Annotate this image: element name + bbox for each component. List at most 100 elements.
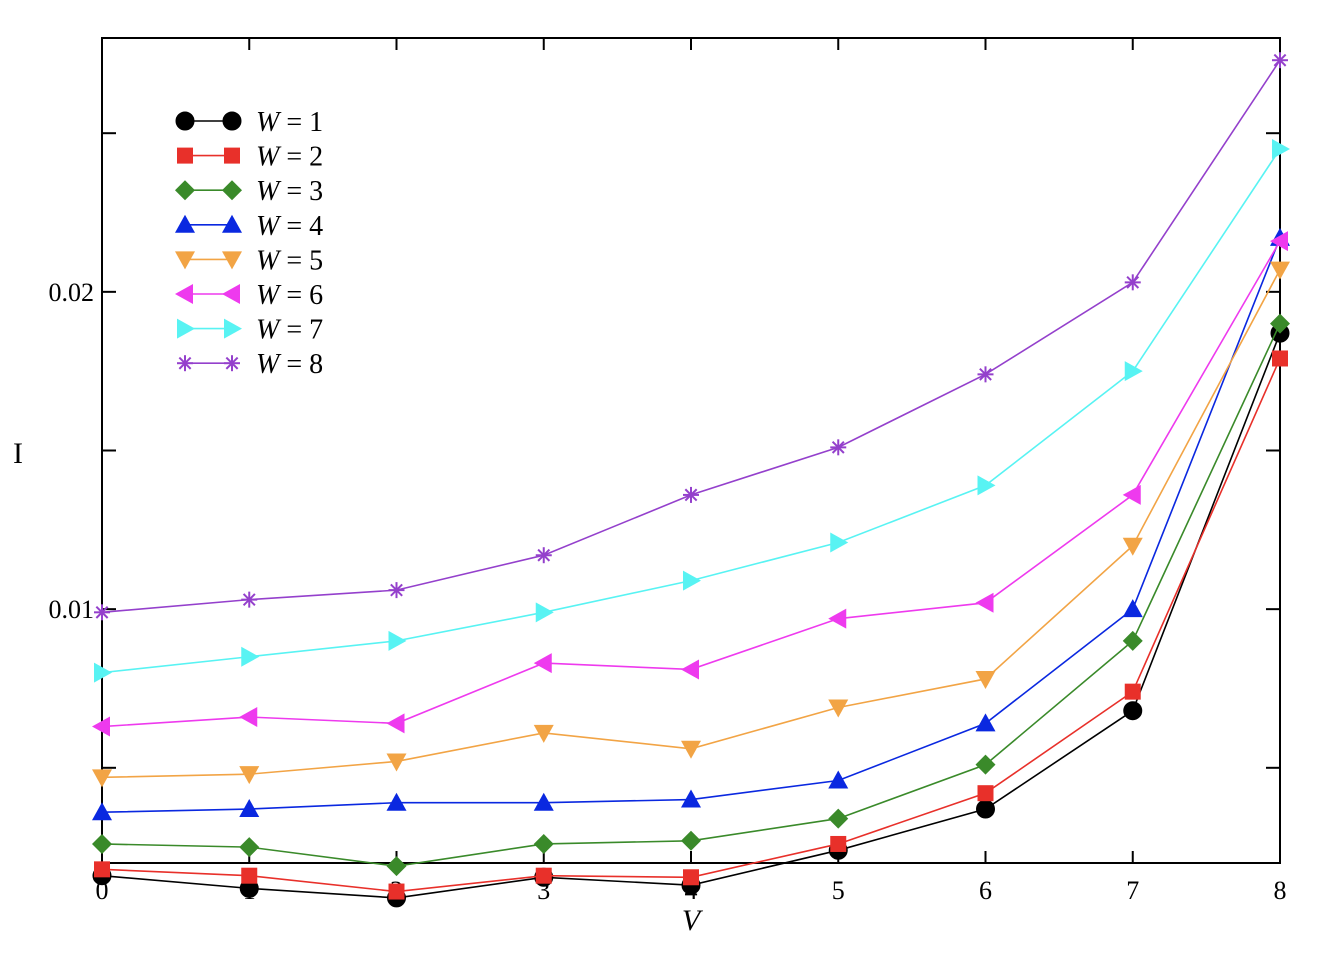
legend-label: W = 2 xyxy=(256,142,323,173)
data-point xyxy=(533,792,554,811)
series-line xyxy=(101,332,1281,899)
data-point xyxy=(388,883,405,900)
data-point xyxy=(386,713,405,734)
axis-ticks: 0123456780.010.02 xyxy=(49,38,1287,905)
data-point xyxy=(683,869,699,886)
legend-item: W = 4 xyxy=(175,211,323,242)
data-point xyxy=(1272,350,1288,367)
data-point xyxy=(1122,599,1143,618)
series-2 xyxy=(94,350,1288,900)
series-line xyxy=(101,323,1281,867)
data-point xyxy=(175,180,195,201)
data-point xyxy=(683,486,699,503)
data-point xyxy=(681,740,701,759)
data-point xyxy=(977,366,994,383)
data-point xyxy=(224,147,240,164)
data-point xyxy=(222,284,240,304)
legend-item: W = 3 xyxy=(175,176,323,207)
data-point xyxy=(1124,274,1141,291)
data-point xyxy=(386,753,407,772)
data-point xyxy=(224,355,240,372)
series-3 xyxy=(92,313,1290,877)
x-tick-label: 5 xyxy=(832,876,845,905)
legend-item: W = 5 xyxy=(175,245,323,276)
data-point xyxy=(222,111,242,131)
data-point xyxy=(1272,52,1288,69)
legend-label: W = 1 xyxy=(256,107,323,138)
legend-label: W = 6 xyxy=(256,280,323,311)
data-point xyxy=(1272,139,1290,160)
data-point xyxy=(92,716,110,737)
data-point xyxy=(94,604,110,621)
data-point xyxy=(241,867,258,884)
data-point xyxy=(92,833,112,854)
legend: W = 1 W = 2W = 3 W = 4W = 5 W = 6 W = 7W = 8 xyxy=(175,107,323,380)
legend-item: W = 2 xyxy=(177,142,323,173)
data-point xyxy=(1270,313,1290,334)
data-point xyxy=(177,318,195,339)
legend-label: W = 5 xyxy=(256,245,323,276)
data-point xyxy=(1270,231,1288,252)
data-point xyxy=(976,799,995,819)
data-point xyxy=(533,653,552,674)
data-point xyxy=(975,754,996,775)
y-tick-label: 0.01 xyxy=(49,595,95,624)
data-point xyxy=(977,785,994,802)
data-point xyxy=(94,662,112,683)
series-8 xyxy=(94,52,1288,621)
data-point xyxy=(828,699,849,718)
data-point xyxy=(239,799,260,818)
data-point xyxy=(239,766,260,785)
data-point xyxy=(681,789,701,808)
legend-item: W = 6 xyxy=(175,280,323,311)
legend-label: W = 8 xyxy=(256,349,323,380)
data-point xyxy=(830,532,849,553)
data-point xyxy=(681,830,701,851)
data-point xyxy=(388,582,405,599)
data-point xyxy=(975,670,996,689)
data-point xyxy=(222,251,242,270)
data-point xyxy=(239,837,260,858)
data-point xyxy=(1122,630,1143,651)
data-point xyxy=(388,630,407,651)
data-point xyxy=(535,547,552,564)
data-point xyxy=(92,802,112,821)
data-point xyxy=(386,792,407,811)
data-point xyxy=(239,707,258,728)
data-point xyxy=(977,475,996,496)
x-tick-label: 7 xyxy=(1126,876,1139,905)
data-point xyxy=(222,214,242,233)
data-point xyxy=(1122,537,1143,556)
data-point xyxy=(1123,701,1143,721)
data-point xyxy=(681,659,699,680)
legend-label: W = 3 xyxy=(256,176,323,207)
series-5 xyxy=(92,261,1290,788)
data-point xyxy=(683,570,701,591)
data-point xyxy=(177,355,193,372)
series-1 xyxy=(92,323,1290,908)
data-point xyxy=(535,602,554,623)
y-tick-label: 0.02 xyxy=(49,278,95,307)
data-point xyxy=(828,770,849,789)
data-point xyxy=(533,833,554,854)
data-point xyxy=(175,111,195,131)
series-line xyxy=(101,358,1281,893)
data-point xyxy=(175,284,193,304)
data-point xyxy=(175,214,195,233)
series-6 xyxy=(92,231,1288,737)
data-point xyxy=(175,251,195,270)
data-point xyxy=(241,646,260,667)
data-point xyxy=(535,867,552,884)
data-point xyxy=(830,439,847,456)
legend-label: W = 7 xyxy=(256,315,323,346)
data-point xyxy=(1122,484,1141,505)
data-point xyxy=(241,591,258,608)
data-point xyxy=(533,724,554,743)
x-tick-label: 6 xyxy=(979,876,992,905)
x-tick-label: 8 xyxy=(1274,876,1287,905)
series-line xyxy=(101,269,1281,779)
series-group xyxy=(92,52,1290,908)
legend-item: W = 7 xyxy=(177,315,323,346)
data-point xyxy=(1124,361,1143,382)
